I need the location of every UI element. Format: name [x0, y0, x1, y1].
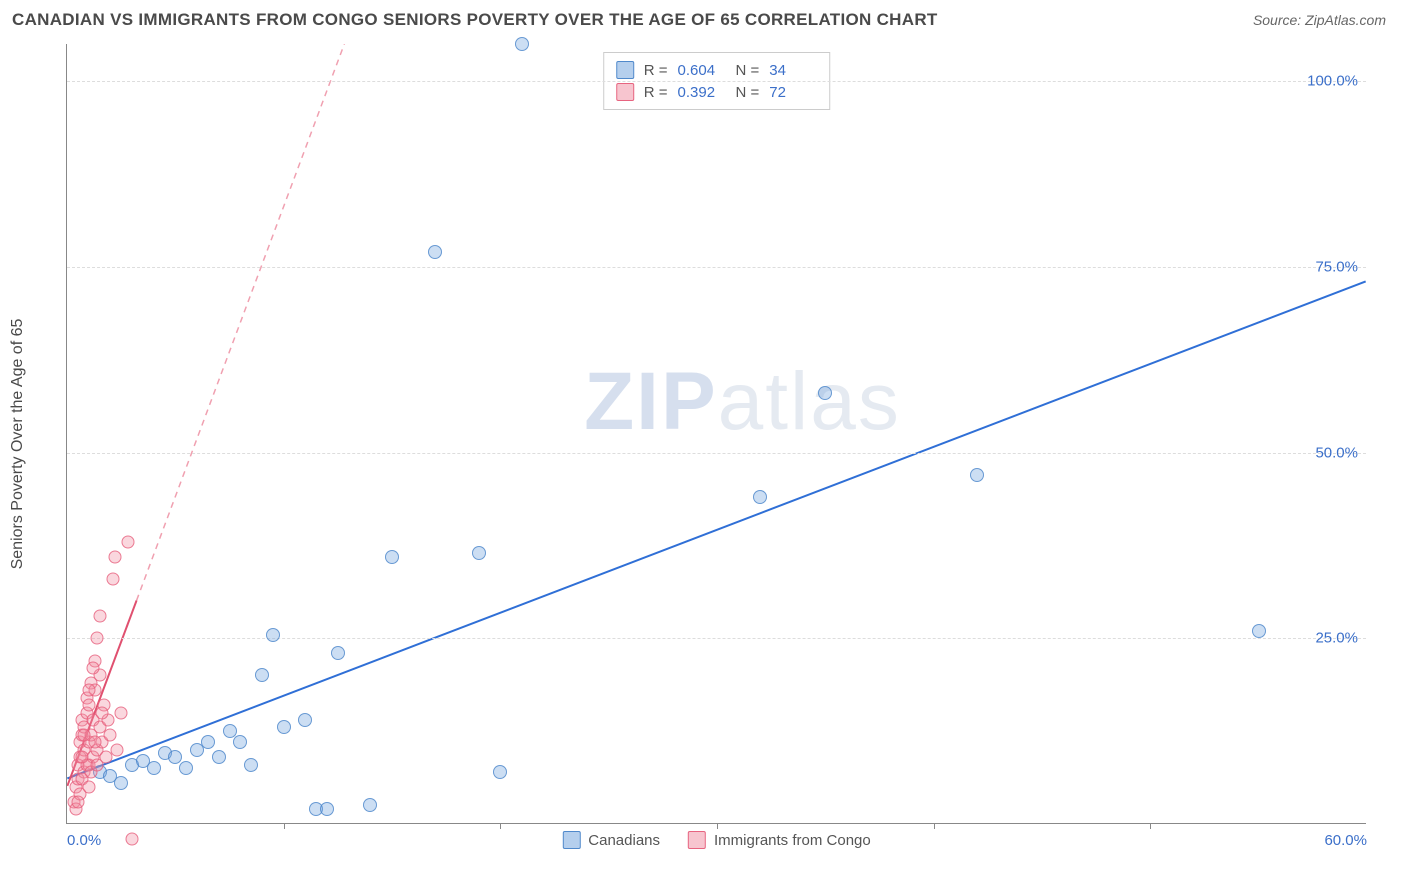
- x-tick-label: 0.0%: [67, 832, 101, 849]
- scatter-point: [493, 765, 507, 779]
- stat-n-value: 72: [769, 84, 817, 101]
- legend-stats-row: R = 0.604 N = 34: [616, 59, 818, 81]
- scatter-point: [298, 713, 312, 727]
- scatter-point: [201, 735, 215, 749]
- scatter-point: [472, 546, 486, 560]
- x-tick-mark: [934, 823, 935, 829]
- source-attribution: Source: ZipAtlas.com: [1253, 12, 1386, 28]
- scatter-point: [93, 610, 106, 623]
- scatter-point: [212, 750, 226, 764]
- stat-r-label: R =: [644, 62, 668, 79]
- stat-n-value: 34: [769, 62, 817, 79]
- scatter-point: [255, 668, 269, 682]
- gridline-horizontal: [67, 267, 1366, 268]
- stat-r-value: 0.392: [678, 84, 726, 101]
- scatter-point: [91, 632, 104, 645]
- gridline-horizontal: [67, 453, 1366, 454]
- scatter-point: [95, 706, 108, 719]
- bottom-legend: Canadians Immigrants from Congo: [562, 831, 870, 849]
- scatter-point: [115, 706, 128, 719]
- legend-item: Immigrants from Congo: [688, 831, 871, 849]
- scatter-point: [223, 724, 237, 738]
- scatter-point: [106, 572, 119, 585]
- scatter-point: [91, 758, 104, 771]
- scatter-point: [114, 776, 128, 790]
- plot-area: ZIPatlas R = 0.604 N = 34 R = 0.392 N = …: [66, 44, 1366, 824]
- legend-label: Immigrants from Congo: [714, 832, 871, 849]
- legend-swatch: [616, 61, 634, 79]
- scatter-point: [266, 628, 280, 642]
- scatter-point: [331, 646, 345, 660]
- scatter-point: [126, 832, 139, 845]
- gridline-horizontal: [67, 81, 1366, 82]
- scatter-point: [179, 761, 193, 775]
- scatter-point: [121, 535, 134, 548]
- stat-n-label: N =: [736, 62, 760, 79]
- legend-swatch: [688, 831, 706, 849]
- y-tick-label: 50.0%: [1315, 444, 1358, 461]
- legend-swatch: [616, 83, 634, 101]
- gridline-horizontal: [67, 638, 1366, 639]
- x-tick-mark: [284, 823, 285, 829]
- scatter-point: [1252, 624, 1266, 638]
- scatter-point: [168, 750, 182, 764]
- scatter-point: [428, 245, 442, 259]
- scatter-point: [818, 386, 832, 400]
- scatter-point: [76, 751, 89, 764]
- chart-container: Seniors Poverty Over the Age of 65 ZIPat…: [46, 44, 1386, 844]
- y-tick-label: 100.0%: [1307, 73, 1358, 90]
- y-axis-label: Seniors Poverty Over the Age of 65: [9, 319, 27, 570]
- trend-lines: [67, 44, 1366, 823]
- legend-item: Canadians: [562, 831, 660, 849]
- scatter-point: [244, 758, 258, 772]
- x-tick-mark: [500, 823, 501, 829]
- legend-swatch: [562, 831, 580, 849]
- scatter-point: [89, 736, 102, 749]
- stat-r-label: R =: [644, 84, 668, 101]
- x-tick-mark: [1150, 823, 1151, 829]
- y-tick-label: 75.0%: [1315, 258, 1358, 275]
- chart-header: CANADIAN VS IMMIGRANTS FROM CONGO SENIOR…: [0, 0, 1406, 36]
- scatter-point: [233, 735, 247, 749]
- stat-r-value: 0.604: [678, 62, 726, 79]
- scatter-point: [108, 550, 121, 563]
- scatter-point: [970, 468, 984, 482]
- scatter-point: [82, 684, 95, 697]
- x-tick-label: 60.0%: [1324, 832, 1367, 849]
- scatter-point: [363, 798, 377, 812]
- scatter-point: [320, 802, 334, 816]
- x-tick-mark: [717, 823, 718, 829]
- chart-title: CANADIAN VS IMMIGRANTS FROM CONGO SENIOR…: [12, 10, 938, 30]
- scatter-point: [110, 743, 123, 756]
- scatter-point: [71, 795, 84, 808]
- scatter-point: [104, 728, 117, 741]
- watermark: ZIPatlas: [584, 355, 901, 449]
- scatter-point: [753, 490, 767, 504]
- stat-n-label: N =: [736, 84, 760, 101]
- y-tick-label: 25.0%: [1315, 630, 1358, 647]
- scatter-point: [147, 761, 161, 775]
- scatter-point: [78, 728, 91, 741]
- scatter-point: [82, 780, 95, 793]
- legend-label: Canadians: [588, 832, 660, 849]
- scatter-point: [277, 720, 291, 734]
- legend-stats-row: R = 0.392 N = 72: [616, 81, 818, 103]
- scatter-point: [385, 550, 399, 564]
- scatter-point: [515, 37, 529, 51]
- scatter-point: [82, 699, 95, 712]
- scatter-point: [87, 662, 100, 675]
